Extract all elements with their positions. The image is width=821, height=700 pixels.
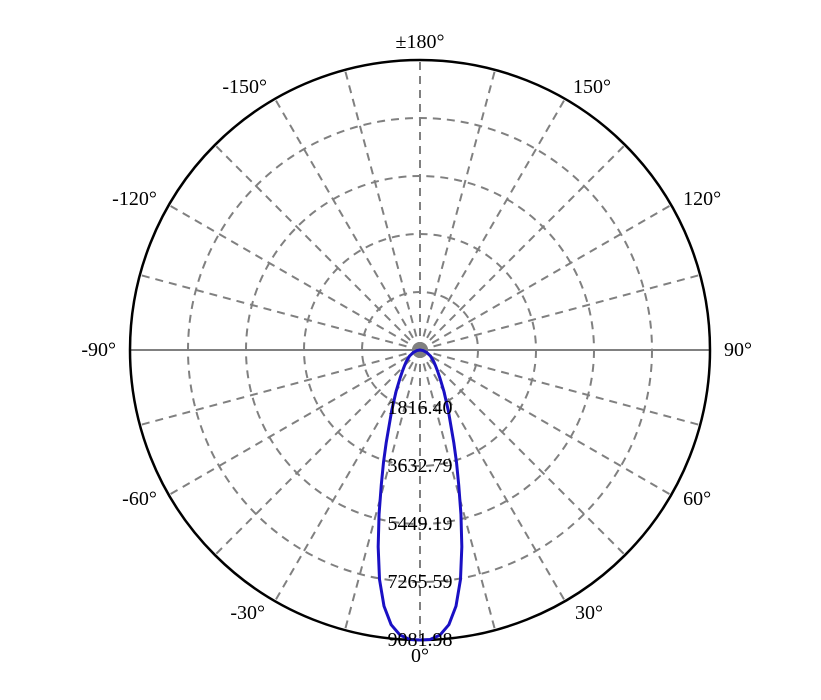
angle-label: -30°: [230, 602, 265, 624]
spoke-line: [420, 205, 671, 350]
angle-label: ±180°: [396, 31, 445, 53]
polar-chart: 0°30°60°90°120°150°±180°-150°-120°-90°-6…: [0, 0, 821, 700]
spoke-line: [140, 350, 420, 425]
angle-label: -150°: [222, 76, 267, 98]
spoke-line: [420, 145, 625, 350]
angle-label: 150°: [573, 76, 611, 98]
radial-tick-label: 1816.40: [388, 397, 453, 419]
radial-tick-label: 3632.79: [388, 455, 453, 477]
spoke-line: [169, 205, 420, 350]
radial-tick-label: 5449.19: [388, 513, 453, 535]
angle-label: -60°: [122, 488, 157, 510]
angle-label: 60°: [683, 488, 711, 510]
spoke-line: [345, 70, 420, 350]
angle-label: -90°: [81, 339, 116, 361]
spoke-line: [420, 350, 700, 425]
radial-tick-label: 7265.59: [388, 571, 453, 593]
angle-label: -120°: [112, 188, 157, 210]
radial-tick-label: 9081.98: [388, 629, 453, 651]
angle-label: 120°: [683, 188, 721, 210]
spoke-line: [275, 99, 420, 350]
spoke-line: [420, 70, 495, 350]
angle-label: 30°: [575, 602, 603, 624]
spoke-line: [215, 145, 420, 350]
angle-label: 90°: [724, 339, 752, 361]
spoke-line: [140, 275, 420, 350]
spoke-line: [420, 275, 700, 350]
spoke-line: [420, 99, 565, 350]
